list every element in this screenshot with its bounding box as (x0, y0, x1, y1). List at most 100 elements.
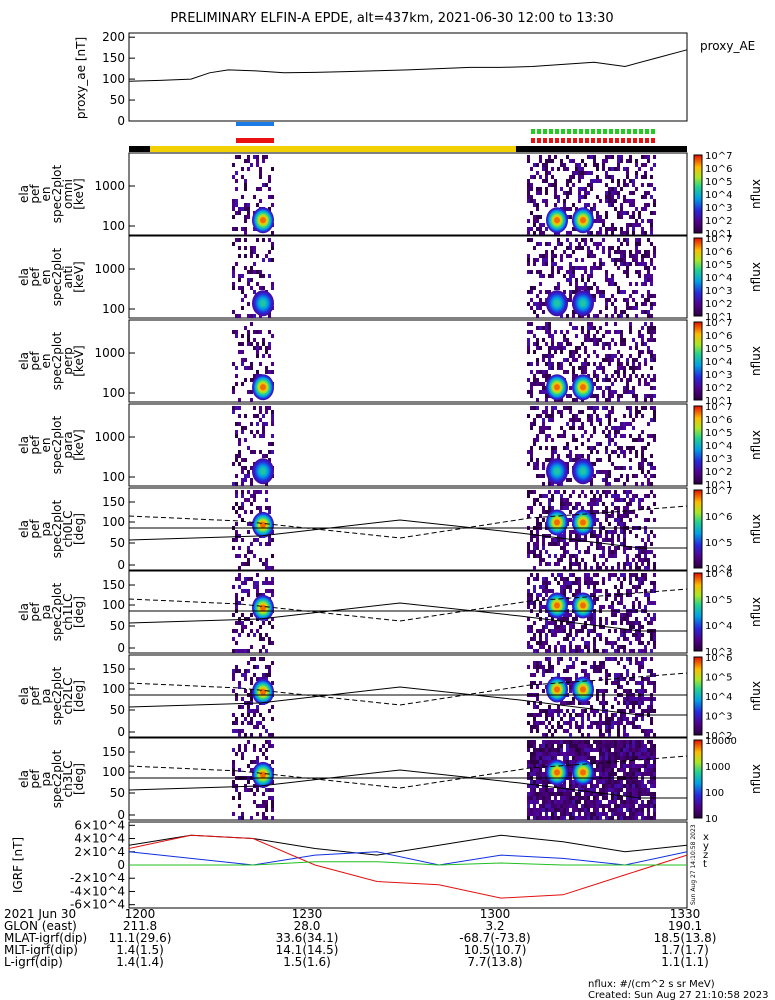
bar-red-seg (561, 138, 565, 143)
bar-green-seg (543, 129, 547, 134)
bar-green-seg (597, 129, 601, 134)
side-stamp: Sun Aug 27 14:10:58 2023 (690, 824, 697, 905)
xaxis-row-label: L-igrf(dip) (4, 955, 63, 969)
panel-yticks: 1000 100 (94, 430, 135, 484)
colorbar-tick-label: 10^2 (705, 383, 732, 394)
xaxis-row-value: 1330 (670, 907, 701, 921)
svg-text:ela: ela (17, 352, 31, 370)
chart-title: PRELIMINARY ELFIN-A EPDE, alt=437km, 202… (170, 11, 613, 26)
colorbar-tick-label: 10^7 (705, 402, 732, 413)
bar-red-seg (585, 138, 589, 143)
panel-ytick-label: 150 (102, 662, 125, 676)
svg-text:ela: ela (17, 436, 31, 454)
bar-green-seg (549, 129, 553, 134)
footer-created: Created: Sun Aug 27 21:10:58 2023 (588, 990, 768, 1000)
panel-yticks: 1000 100 (94, 346, 135, 400)
loss-cone-lines (128, 755, 688, 799)
svg-text:pef: pef (28, 435, 42, 455)
bar-red-seg (567, 138, 571, 143)
svg-text:pef: pef (28, 351, 42, 371)
igrf-ytick-label: -6×10^4 (70, 898, 125, 912)
svg-text:pef: pef (28, 184, 42, 204)
xaxis-row-value: 7.7(13.8) (467, 955, 522, 969)
svg-text:ch1LC: ch1LC (61, 594, 75, 631)
svg-text:spec2plot: spec2plot (50, 247, 64, 306)
igrf-legend-t: t (703, 859, 707, 870)
bar-red-seg (597, 138, 601, 143)
colorbar-tick-label: 10 (705, 814, 718, 825)
xaxis-row-value: 190.1 (668, 919, 702, 933)
xaxis-row-value: 1.4(1.5) (116, 943, 164, 957)
loss-cone-lines (128, 588, 688, 632)
colorbar-tick-label: 100 (705, 788, 724, 799)
x-axis-info: 2021 Jun 30 1200 1230 1300 1330 GLON (east) 21… (4, 907, 716, 969)
igrf-panel: 6×10^44×10^42×10^40-2×10^4-4×10^4-6×10^4… (11, 818, 709, 911)
panel-yticks: 150 100 50 0 (102, 745, 135, 822)
panel-ytick-label: 150 (102, 495, 125, 509)
xaxis-row-value: 1.1(1.1) (661, 955, 709, 969)
loss-cone-lines (128, 672, 688, 716)
colorbar-tick-label: 10^2 (705, 299, 732, 310)
spectrogram-cells (232, 406, 656, 486)
panel-ytick-label: 50 (110, 703, 125, 717)
panel-ytick-label: 100 (102, 682, 125, 696)
svg-text:[keV]: [keV] (72, 178, 86, 209)
panel-ytick-label: 1000 (94, 179, 125, 193)
spectrogram-cells (232, 322, 656, 402)
svg-text:pef: pef (28, 602, 42, 622)
colorbar-tick-label: 10^6 (705, 653, 732, 664)
spectrogram-cells (232, 155, 656, 235)
svg-text:[deg]: [deg] (72, 513, 86, 545)
panel-ytick-label: 50 (110, 786, 125, 800)
panel-ytick-label: 1000 (94, 346, 125, 360)
bar-red (236, 138, 274, 143)
xaxis-row-value: 10.5(10.7) (464, 943, 527, 957)
colorbar-tick-label: 10^5 (705, 673, 732, 684)
svg-text:ela: ela (17, 603, 31, 621)
proxy-ae-legend: proxy_AE (700, 39, 755, 53)
colorbar-tick-label: 10000 (705, 736, 737, 747)
colorbar: 10^6 10^5 10^4 10^3 10^2 nflux (693, 653, 763, 742)
colorbar-label: nflux (749, 597, 763, 627)
ae-ytick-label: 50 (110, 93, 125, 107)
colorbar-tick-label: 10^6 (705, 247, 732, 258)
igrf-ytick-label: -4×10^4 (70, 884, 125, 898)
panel-ytick-label: 100 (102, 515, 125, 529)
bar-red-seg (603, 138, 607, 143)
xaxis-row-label: 2021 Jun 30 (4, 907, 76, 921)
svg-text:spec2plot: spec2plot (50, 499, 64, 558)
colorbar-label: nflux (749, 346, 763, 376)
svg-text:omni: omni (61, 179, 75, 209)
xaxis-row-value: 1.7(1.7) (661, 943, 709, 957)
spectrogram-panel-anti: 1000100elapefenspec2plotanti[keV]10^710^… (17, 234, 763, 323)
panel-ytick-label: 1000 (94, 430, 125, 444)
xaxis-row-label: MLAT-igrf(dip) (4, 931, 87, 945)
panel-yticks: 150 100 50 0 (102, 578, 135, 655)
bar-red-seg (609, 138, 613, 143)
colorbar-label: nflux (749, 262, 763, 292)
colorbar-tick-label: 10^1 (705, 480, 732, 491)
bar-red-seg (579, 138, 583, 143)
ae-ytick-label: 200 (102, 30, 125, 44)
xaxis-row-value: -68.7(-73.8) (459, 931, 530, 945)
bar-red-seg (621, 138, 625, 143)
bar-green-seg (639, 129, 643, 134)
svg-text:[deg]: [deg] (72, 596, 86, 628)
colorbar: 10000 1000 100 10 nflux (693, 736, 763, 825)
bar-green-seg (609, 129, 613, 134)
svg-text:spec2plot: spec2plot (50, 331, 64, 390)
svg-text:ela: ela (17, 520, 31, 538)
colorbar-label: nflux (749, 764, 763, 794)
spectrogram-cells (232, 238, 656, 318)
igrf-ytick-label: 2×10^4 (74, 845, 125, 859)
bar-green-seg (561, 129, 565, 134)
panel-ytick-label: 100 (102, 386, 125, 400)
colorbar: 10^7 10^6 10^5 10^4 10^3 10^2 10^1 nflux (693, 318, 763, 407)
bar-green-seg (537, 129, 541, 134)
